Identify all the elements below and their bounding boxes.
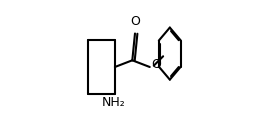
Text: O: O	[130, 15, 140, 28]
Text: NH₂: NH₂	[102, 96, 125, 109]
Text: O: O	[151, 58, 161, 72]
